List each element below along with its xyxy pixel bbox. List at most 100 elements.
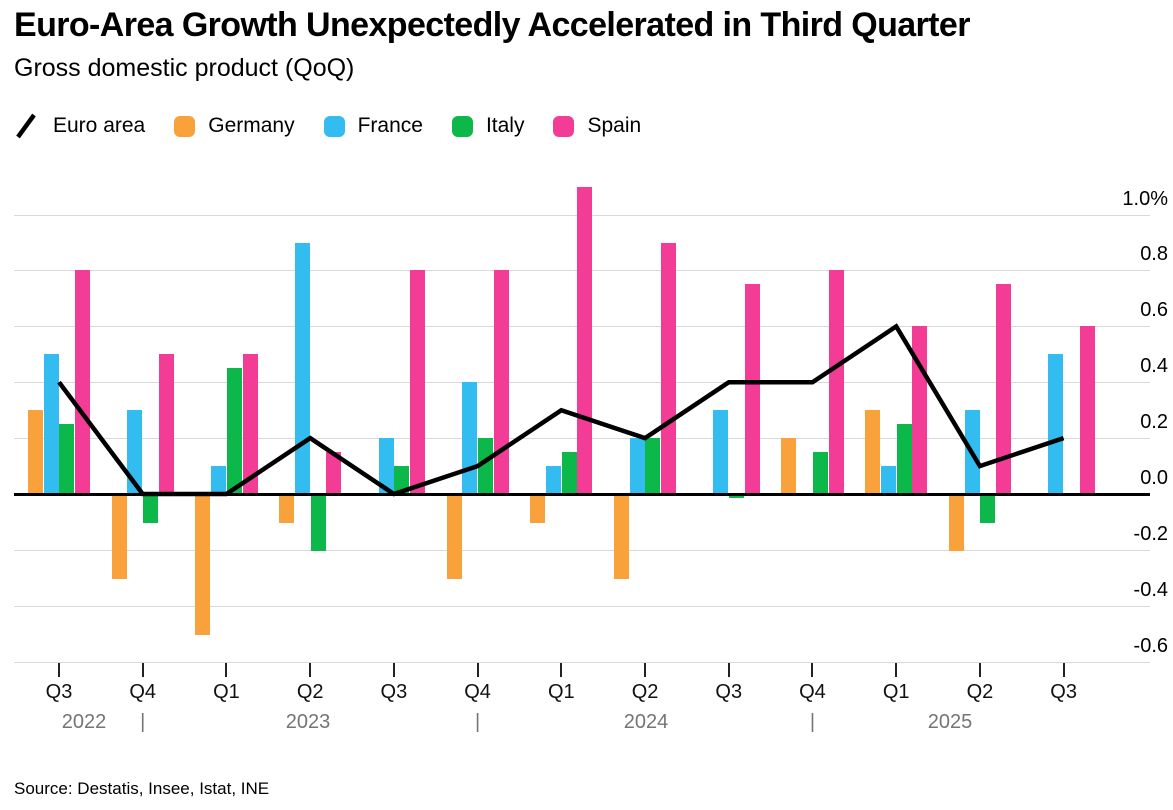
bar-spain-q2-2025: [996, 284, 1012, 494]
gridline: [14, 661, 1150, 663]
chart-legend: Euro area Germany France Italy Spain: [14, 113, 670, 139]
x-tick-label: Q3: [1050, 681, 1077, 703]
x-tick-label: Q1: [882, 681, 910, 703]
x-tick-label: Q1: [547, 681, 575, 703]
y-tick-label: -0.2: [1133, 522, 1168, 545]
bar-spain-q3-2023: [410, 270, 426, 494]
bar-italy-q2-2024: [645, 438, 661, 494]
y-tick-label: 0.4: [1140, 355, 1168, 378]
bar-france-q4-2023: [462, 382, 478, 494]
x-tick: [58, 663, 60, 677]
x-tick-label: Q4: [799, 681, 826, 703]
bar-spain-q1-2025: [912, 326, 928, 494]
x-tick-label: Q3: [715, 681, 743, 703]
x-tick: [141, 663, 144, 677]
x-tick-label: Q4: [129, 681, 157, 703]
bar-germany-q1-2025: [865, 410, 881, 494]
legend-item-germany: Germany: [174, 114, 295, 138]
year-divider: |: [140, 711, 146, 733]
spain-swatch-icon: [553, 115, 575, 137]
bar-spain-q3-2022: [75, 270, 91, 494]
bar-france-q3-2024: [713, 410, 729, 494]
bar-france-q1-2024: [545, 466, 561, 494]
bar-france-q3-2023: [378, 438, 394, 494]
bar-italy-q4-2024: [812, 452, 828, 494]
x-tick-label: Q2: [631, 681, 659, 703]
x-tick: [727, 663, 730, 677]
x-tick: [309, 663, 312, 677]
bar-france-q2-2023: [294, 242, 310, 494]
bar-france-q2-2024: [629, 438, 645, 494]
x-tick-label: Q2: [966, 681, 994, 703]
bar-germany-q4-2024: [781, 438, 797, 494]
euro-area-line-icon: [16, 113, 36, 139]
bar-spain-q4-2022: [158, 354, 174, 494]
france-swatch-icon: [323, 115, 345, 137]
year-divider: |: [474, 711, 481, 733]
x-tick-label: Q3: [45, 681, 73, 703]
x-tick: [811, 663, 814, 677]
year-label: 2023: [285, 711, 331, 733]
italy-swatch-icon: [451, 115, 473, 137]
legend-item-italy: Italy: [451, 114, 525, 138]
x-tick: [978, 663, 981, 677]
bar-spain-q1-2023: [242, 354, 258, 494]
legend-item-france: France: [323, 114, 423, 138]
year-label: 2024: [623, 711, 669, 733]
y-tick-label: 1.0%: [1122, 187, 1168, 210]
bar-italy-q2-2023: [310, 495, 326, 551]
y-tick-label: 0.8: [1140, 243, 1168, 266]
legend-label: Spain: [587, 114, 642, 137]
y-tick-label: 0.0: [1140, 467, 1168, 489]
bar-spain-q3-2024: [744, 284, 760, 494]
year-label: 2025: [927, 711, 973, 733]
year-label: 2022: [61, 711, 107, 733]
legend-label: France: [357, 114, 423, 137]
bar-germany-q2-2023: [279, 495, 295, 523]
bar-spain-q1-2024: [577, 186, 593, 494]
bar-france-q4-2022: [127, 410, 143, 494]
y-tick-label: -0.4: [1133, 578, 1168, 601]
germany-swatch-icon: [174, 115, 196, 137]
bar-spain-q4-2024: [828, 270, 844, 494]
bar-italy-q2-2025: [980, 495, 996, 523]
bar-germany-q2-2024: [613, 495, 629, 579]
chart-subtitle: Gross domestic product (QoQ): [14, 54, 355, 82]
bar-spain-q2-2024: [661, 242, 677, 494]
legend-item-euro-area: Euro area: [14, 113, 145, 139]
x-tick-label: Q2: [296, 681, 324, 703]
gridline: [14, 549, 1150, 551]
bar-spain-q3-2025: [1079, 326, 1095, 494]
bar-italy-q3-2023: [394, 466, 410, 494]
zero-axis-line: [14, 493, 1150, 496]
bar-germany-q4-2023: [446, 495, 462, 579]
bar-germany-q2-2025: [948, 495, 964, 551]
bar-germany-q4-2022: [111, 495, 127, 579]
x-tick-label: Q3: [380, 681, 408, 703]
bar-france-q2-2025: [964, 410, 980, 494]
year-divider: |: [809, 711, 816, 733]
bar-france-q1-2025: [880, 466, 896, 494]
bar-italy-q4-2023: [478, 438, 493, 494]
bar-france-q3-2022: [43, 354, 59, 494]
bar-germany-q1-2024: [530, 495, 546, 523]
gridline: [14, 605, 1150, 607]
bar-spain-q4-2023: [493, 270, 509, 494]
x-tick: [644, 663, 647, 677]
x-tick-label: Q1: [213, 681, 240, 703]
x-tick-label: Q4: [464, 681, 491, 703]
y-tick-label: 0.2: [1140, 411, 1168, 434]
bar-spain-q2-2023: [326, 452, 342, 494]
bar-germany-q1-2023: [195, 495, 211, 635]
bar-italy-q1-2025: [896, 424, 912, 494]
bar-italy-q1-2024: [561, 452, 577, 494]
legend-label: Italy: [485, 114, 525, 137]
bar-italy-q4-2022: [143, 495, 159, 523]
legend-label: Germany: [208, 114, 295, 137]
x-tick: [476, 663, 479, 677]
bar-france-q1-2023: [211, 466, 227, 494]
y-tick-label: 0.6: [1140, 299, 1168, 322]
source-note: Source: Destatis, Insee, Istat, INE: [14, 779, 270, 798]
page-title: Euro-Area Growth Unexpectedly Accelerate…: [14, 6, 970, 44]
